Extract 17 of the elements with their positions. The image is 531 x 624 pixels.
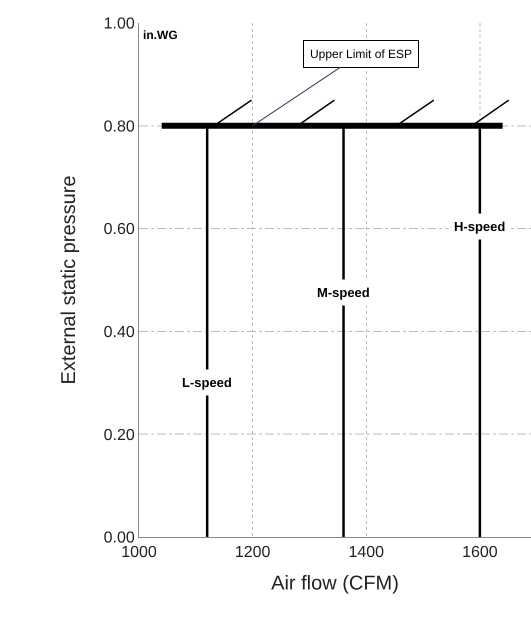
- y-tick-label: 0.20: [104, 426, 135, 444]
- annotation: Upper Limit of ESP: [310, 47, 412, 61]
- y-tick-label: 0.00: [104, 530, 135, 547]
- x-tick-label: 1400: [348, 544, 384, 562]
- x-axis-title: Air flow (CFM): [271, 572, 399, 595]
- ref-line-label: H-speed: [454, 219, 506, 234]
- x-tick-label: 1200: [234, 544, 271, 562]
- x-tick-label: 1600: [462, 544, 498, 562]
- y-axis-title: External static pressure: [58, 176, 80, 384]
- y-tick-label: 0.80: [104, 118, 135, 136]
- x-tick-label: 1000: [121, 544, 157, 562]
- annotation: in.WG: [143, 28, 178, 42]
- ref-line-label: M-speed: [317, 285, 370, 300]
- y-tick-label: 0.60: [104, 221, 135, 238]
- y-tick-label: 0.40: [104, 324, 135, 341]
- ref-line-label: L-speed: [182, 375, 232, 390]
- y-tick-label: 1.00: [104, 16, 135, 33]
